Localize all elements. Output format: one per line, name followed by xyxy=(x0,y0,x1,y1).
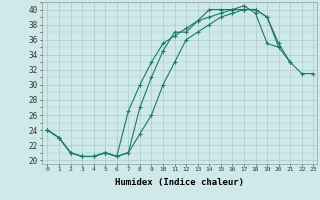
X-axis label: Humidex (Indice chaleur): Humidex (Indice chaleur) xyxy=(115,178,244,187)
